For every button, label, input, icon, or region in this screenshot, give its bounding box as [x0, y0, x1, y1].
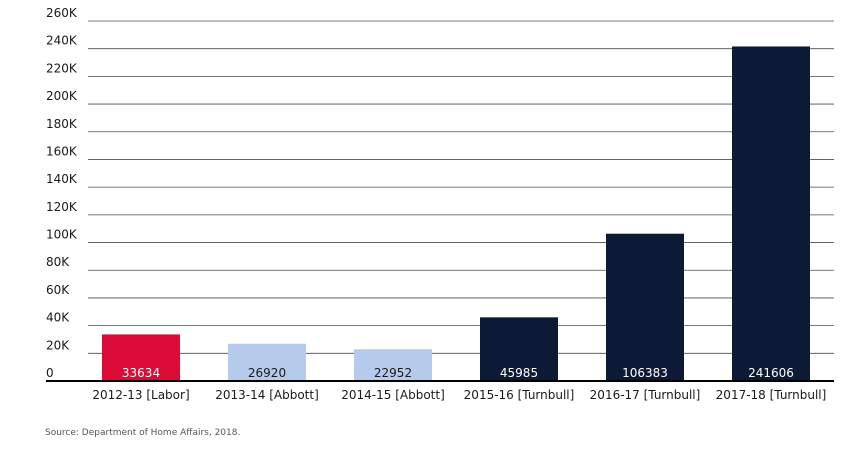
- y-tick-label: 200K: [46, 89, 78, 103]
- bar: [480, 317, 558, 381]
- value-labels: 33634 26920 22952 45985 106383 241606: [122, 366, 794, 380]
- bar-value-label: 241606: [748, 366, 794, 380]
- y-tick-label: 180K: [46, 117, 78, 131]
- y-tick-label: 260K: [46, 6, 78, 20]
- category-labels: 2012-13 [Labor] 2013-14 [Abbott] 2014-15 […: [92, 388, 826, 402]
- source-note: Source: Department of Home Affairs, 2018…: [45, 428, 241, 438]
- x-category-label: 2014-15 [Abbott]: [341, 388, 445, 402]
- bars: [102, 46, 810, 381]
- x-category-label: 2015-16 [Turnbull]: [464, 388, 575, 402]
- y-axis-ticks: 0 20K 40K 60K 80K 100K 120K 140K 160K 180K 200K 220…: [46, 6, 78, 380]
- y-tick-label: 140K: [46, 172, 78, 186]
- y-tick-label: 160K: [46, 144, 78, 158]
- bar: [228, 343, 306, 381]
- y-tick-label: 40K: [46, 311, 70, 325]
- x-category-label: 2012-13 [Labor]: [92, 388, 189, 402]
- bar: [732, 46, 810, 381]
- y-tick-label: 120K: [46, 200, 78, 214]
- gridlines: [88, 20, 834, 354]
- y-tick-label: 60K: [46, 283, 70, 297]
- x-category-label: 2016-17 [Turnbull]: [590, 388, 701, 402]
- y-tick-label: 220K: [46, 61, 78, 75]
- x-category-label: 2017-18 [Turnbull]: [716, 388, 827, 402]
- bar-value-label: 22952: [374, 366, 412, 380]
- y-tick-label: 100K: [46, 228, 78, 242]
- y-tick-label: 80K: [46, 255, 70, 269]
- y-tick-label: 240K: [46, 34, 78, 48]
- bar-value-label: 106383: [622, 366, 668, 380]
- bar: [606, 233, 684, 381]
- bar-value-label: 33634: [122, 366, 160, 380]
- y-tick-label: 20K: [46, 338, 70, 352]
- bar-value-label: 45985: [500, 366, 538, 380]
- x-category-label: 2013-14 [Abbott]: [215, 388, 319, 402]
- bar: [354, 349, 432, 381]
- bar: [102, 334, 180, 381]
- bar-value-label: 26920: [248, 366, 286, 380]
- y-tick-label: 0: [46, 366, 54, 380]
